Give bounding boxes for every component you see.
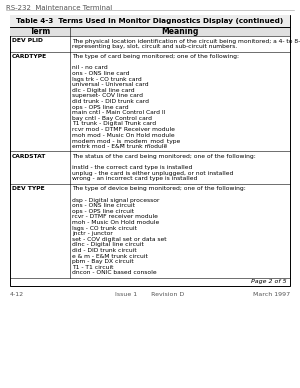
Text: universal - Universal card: universal - Universal card bbox=[72, 82, 149, 87]
Text: set - COV digital set or data set: set - COV digital set or data set bbox=[72, 237, 167, 242]
Text: jnctr - junctor: jnctr - junctor bbox=[72, 231, 113, 236]
Text: ops - OPS line circuit: ops - OPS line circuit bbox=[72, 209, 134, 214]
Bar bbox=[10, 15, 290, 286]
Text: Issue 1       Revision D: Issue 1 Revision D bbox=[116, 292, 184, 297]
Text: moh mod - Music On Hold module: moh mod - Music On Hold module bbox=[72, 133, 175, 138]
Text: rcvr - DTMF receiver module: rcvr - DTMF receiver module bbox=[72, 215, 158, 219]
Text: dlnc - Digital line circuit: dlnc - Digital line circuit bbox=[72, 242, 144, 248]
Text: superset- COV line card: superset- COV line card bbox=[72, 94, 143, 99]
Text: ons - ONS line card: ons - ONS line card bbox=[72, 71, 130, 76]
Text: instld - the correct card type is installed: instld - the correct card type is instal… bbox=[72, 165, 193, 170]
Text: RS-232  Maintenance Terminal: RS-232 Maintenance Terminal bbox=[6, 5, 112, 11]
Text: Page 2 of 5: Page 2 of 5 bbox=[251, 279, 287, 284]
Text: Meaning: Meaning bbox=[161, 27, 199, 36]
Text: CARDTYPE: CARDTYPE bbox=[12, 54, 47, 59]
Bar bbox=[10, 27, 290, 36]
Text: dsp - Digital signal processor: dsp - Digital signal processor bbox=[72, 197, 160, 203]
Text: rcvr mod - DTMF Receiver module: rcvr mod - DTMF Receiver module bbox=[72, 127, 175, 132]
Text: bay cntl - Bay Control card: bay cntl - Bay Control card bbox=[72, 116, 152, 121]
Text: nil - no card: nil - no card bbox=[72, 66, 108, 70]
Text: main cntl - Main Control Card II: main cntl - Main Control Card II bbox=[72, 110, 166, 115]
Text: The status of the card being monitored; one of the following:: The status of the card being monitored; … bbox=[72, 154, 256, 159]
Text: did trunk - DID trunk card: did trunk - DID trunk card bbox=[72, 99, 149, 104]
Text: CARDSTAT: CARDSTAT bbox=[12, 154, 46, 159]
Bar bbox=[10, 15, 290, 27]
Text: March 1997: March 1997 bbox=[253, 292, 290, 297]
Text: modem mod - is_modem_mod_type: modem mod - is_modem_mod_type bbox=[72, 138, 181, 144]
Text: Term: Term bbox=[29, 27, 51, 36]
Text: dncon - ONIC based console: dncon - ONIC based console bbox=[72, 270, 157, 275]
Text: The physical location identification of the circuit being monitored; a 4- to 8-d: The physical location identification of … bbox=[72, 38, 300, 43]
Text: did - DID trunk circuit: did - DID trunk circuit bbox=[72, 248, 137, 253]
Text: representing bay, slot, circuit and sub-circuit numbers.: representing bay, slot, circuit and sub-… bbox=[72, 44, 237, 49]
Text: wrong - an incorrect card type is installed: wrong - an incorrect card type is instal… bbox=[72, 176, 198, 181]
Text: 4-12: 4-12 bbox=[10, 292, 24, 297]
Text: e & m - E&M trunk circuit: e & m - E&M trunk circuit bbox=[72, 254, 148, 258]
Text: ops - OPS line card: ops - OPS line card bbox=[72, 105, 129, 109]
Text: unplug - the card is either unplugged, or not installed: unplug - the card is either unplugged, o… bbox=[72, 171, 234, 176]
Text: dlc - Digital line card: dlc - Digital line card bbox=[72, 88, 135, 93]
Text: T1 trunk - Digital Trunk card: T1 trunk - Digital Trunk card bbox=[72, 121, 156, 126]
Text: The type of card being monitored; one of the following:: The type of card being monitored; one of… bbox=[72, 54, 239, 59]
Text: DEV TYPE: DEV TYPE bbox=[12, 186, 45, 191]
Text: T1 - T1 circuit: T1 - T1 circuit bbox=[72, 265, 114, 270]
Text: lsgs - CO trunk circuit: lsgs - CO trunk circuit bbox=[72, 225, 137, 230]
Text: ons - ONS line circuit: ons - ONS line circuit bbox=[72, 203, 135, 208]
Text: emtrk mod - E&M trunk module: emtrk mod - E&M trunk module bbox=[72, 144, 167, 149]
Text: DEV PLID: DEV PLID bbox=[12, 38, 43, 43]
Text: Table 4-3  Terms Used In Monitor Diagnostics Display (continued): Table 4-3 Terms Used In Monitor Diagnost… bbox=[16, 18, 283, 24]
Text: pbm - Bay DX circuit: pbm - Bay DX circuit bbox=[72, 259, 134, 264]
Text: lsgs trk - CO trunk card: lsgs trk - CO trunk card bbox=[72, 76, 142, 81]
Text: moh - Music On Hold module: moh - Music On Hold module bbox=[72, 220, 160, 225]
Text: The type of device being monitored; one of the following:: The type of device being monitored; one … bbox=[72, 186, 246, 191]
